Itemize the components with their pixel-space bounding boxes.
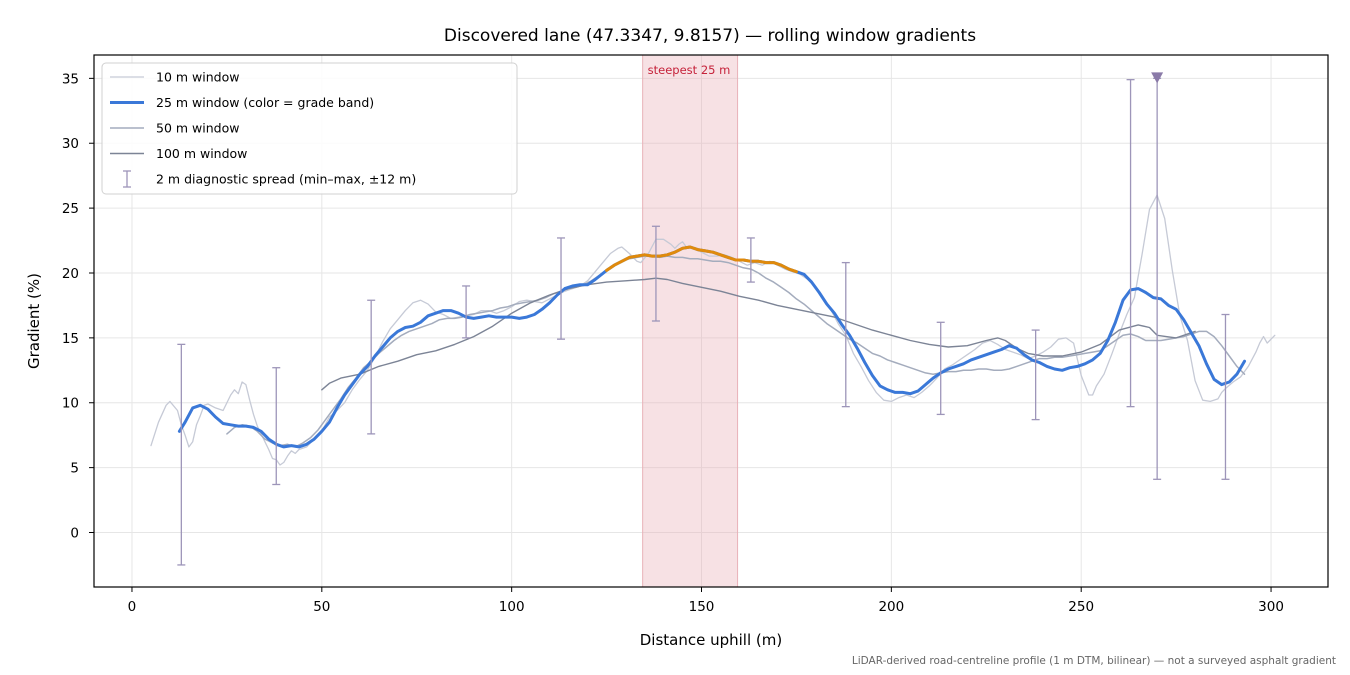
legend-label: 50 m window bbox=[156, 121, 239, 136]
x-axis-ticks: 0 50 100 150 200 250 300 bbox=[128, 587, 1284, 615]
legend-label: 100 m window bbox=[156, 146, 247, 161]
y-tick-label: 15 bbox=[62, 331, 79, 347]
footer-note: LiDAR-derived road-centreline profile (1… bbox=[852, 655, 1336, 667]
x-tick-label: 50 bbox=[313, 599, 330, 615]
legend-label: 2 m diagnostic spread (min–max, ±12 m) bbox=[156, 172, 416, 187]
y-axis-ticks: 0 5 10 15 20 25 30 35 bbox=[62, 71, 94, 542]
x-tick-label: 200 bbox=[878, 599, 904, 615]
y-tick-label: 20 bbox=[62, 266, 79, 282]
max-marker bbox=[1151, 72, 1164, 84]
y-tick-label: 5 bbox=[70, 461, 79, 477]
x-tick-label: 150 bbox=[689, 599, 715, 615]
y-tick-label: 30 bbox=[62, 136, 79, 152]
chart-title: Discovered lane (47.3347, 9.8157) — roll… bbox=[444, 26, 976, 46]
series-line-3 bbox=[226, 255, 1246, 448]
plot-frame bbox=[93, 54, 1329, 588]
y-tick-label: 35 bbox=[62, 71, 79, 87]
highlight-label: steepest 25 m bbox=[648, 63, 731, 77]
y-axis-label: Gradient (%) bbox=[25, 273, 43, 369]
max-marker-triangle bbox=[1151, 72, 1164, 84]
series-line-1 bbox=[150, 194, 1276, 466]
errorbars bbox=[177, 77, 1230, 566]
legend-label: 10 m window bbox=[156, 70, 239, 85]
series-steep-segment bbox=[605, 245, 798, 274]
series-line-4 bbox=[321, 277, 1196, 391]
legend: 10 m window 25 m window (color = grade ba… bbox=[101, 62, 518, 195]
y-tick-label: 25 bbox=[62, 201, 79, 217]
x-tick-label: 0 bbox=[128, 599, 137, 615]
y-tick-label: 10 bbox=[62, 396, 79, 412]
x-axis-label: Distance uphill (m) bbox=[640, 631, 782, 649]
x-tick-label: 100 bbox=[499, 599, 525, 615]
series-lines bbox=[150, 194, 1276, 466]
legend-box bbox=[101, 62, 518, 195]
legend-label: 25 m window (color = grade band) bbox=[156, 95, 374, 110]
y-tick-label: 0 bbox=[70, 526, 79, 542]
x-tick-label: 300 bbox=[1258, 599, 1284, 615]
x-tick-label: 250 bbox=[1068, 599, 1094, 615]
